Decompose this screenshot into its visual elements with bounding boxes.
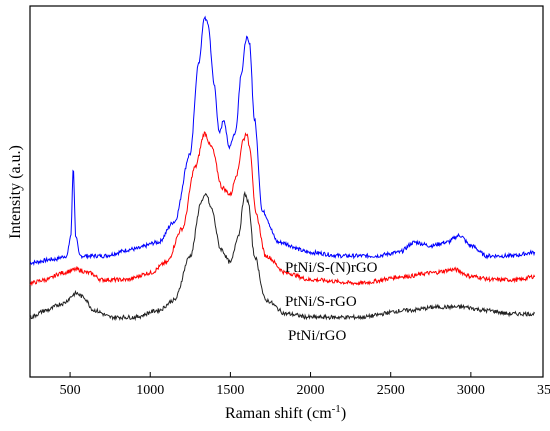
x-tick-label: 1500 <box>216 383 244 398</box>
x-axis-title-superscript: -1 <box>332 403 341 415</box>
series-label-ptni-s-rgo: PtNi/S-rGO <box>285 294 357 310</box>
plot-frame <box>29 5 544 378</box>
x-tick-label: 2000 <box>297 383 325 398</box>
series-line-2 <box>29 190 536 322</box>
x-tick-label: 2500 <box>377 383 405 398</box>
series-label-ptni-s-n-rgo: PtNi/S-(N)rGO <box>285 260 378 276</box>
x-tick-label: 3500 <box>537 383 550 398</box>
series-line-1 <box>29 131 536 287</box>
x-axis-ticks: 500 1000 1500 2000 2500 3000 3500 <box>60 372 550 398</box>
series-label-ptni-rgo: PtNi/rGO <box>288 328 347 344</box>
x-tick-label: 1000 <box>136 383 164 398</box>
series-lines <box>29 15 536 322</box>
x-axis-title-close: ) <box>341 405 346 422</box>
x-axis-title: Raman shift (cm-1) <box>225 403 346 422</box>
x-axis-title-text: Raman shift (cm <box>225 405 332 422</box>
x-tick-label: 500 <box>60 383 81 398</box>
x-tick-label: 3000 <box>457 383 485 398</box>
y-axis-title: Intensity (a.u.) <box>7 145 24 239</box>
series-line-0 <box>29 15 536 267</box>
